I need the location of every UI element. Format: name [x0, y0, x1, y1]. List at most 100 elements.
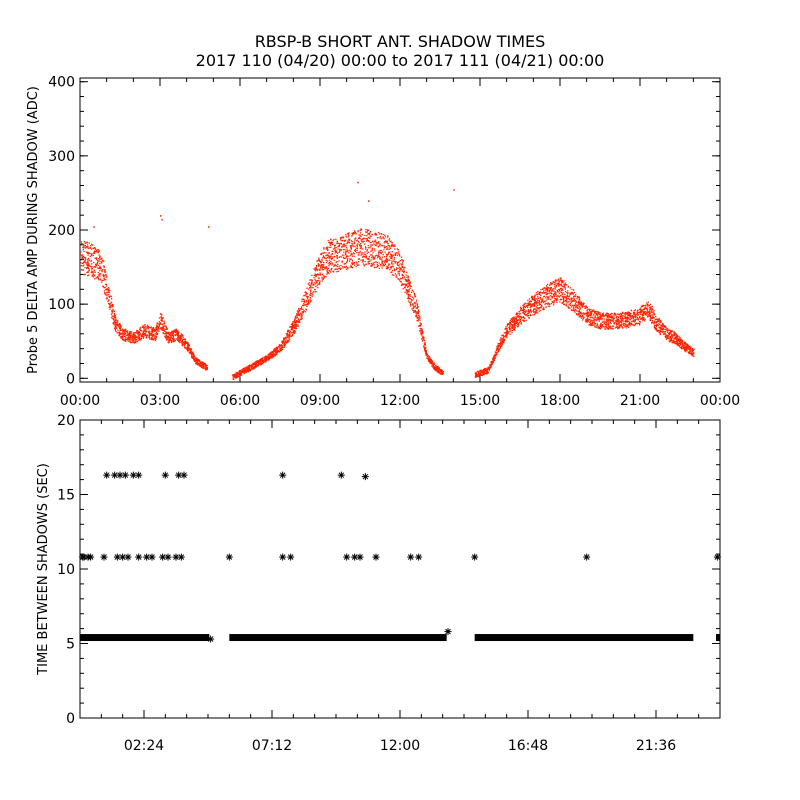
data-point — [337, 263, 339, 265]
data-point — [282, 341, 284, 343]
data-point — [585, 306, 587, 308]
data-point — [567, 306, 569, 308]
data-point — [321, 252, 323, 254]
data-point — [169, 332, 171, 335]
data-point — [429, 360, 431, 362]
data-point — [106, 297, 108, 300]
data-point — [391, 251, 393, 253]
data-point — [86, 242, 88, 244]
data-point — [597, 326, 599, 328]
data-point — [348, 234, 350, 236]
data-point — [522, 316, 524, 319]
data-point — [548, 288, 550, 290]
data-point — [553, 304, 555, 306]
data-point — [202, 361, 204, 364]
data-point — [352, 263, 354, 265]
data-point — [206, 367, 208, 370]
data-point — [417, 305, 419, 307]
data-point — [370, 244, 372, 246]
data-point — [309, 297, 312, 299]
data-point — [431, 360, 433, 362]
data-point — [82, 262, 84, 264]
data-point — [565, 291, 567, 293]
data-point — [517, 315, 519, 317]
data-point — [117, 320, 119, 322]
data-point — [370, 262, 372, 264]
data-point — [387, 248, 389, 250]
data-point — [604, 328, 606, 330]
data-point — [153, 327, 155, 329]
data-point — [384, 241, 386, 243]
data-point — [500, 340, 502, 343]
data-point — [336, 261, 338, 263]
data-point — [106, 292, 108, 294]
data-point — [329, 257, 331, 259]
data-point — [142, 325, 144, 327]
data-point — [103, 290, 105, 292]
data-point — [512, 325, 514, 328]
data-point — [132, 337, 134, 339]
data-point — [145, 326, 147, 328]
data-point — [144, 330, 146, 332]
data-point — [198, 363, 200, 366]
data-point — [314, 273, 316, 275]
data-point — [549, 303, 551, 306]
data-point — [283, 341, 285, 343]
data-point — [335, 238, 337, 240]
data-point — [509, 325, 511, 328]
data-point — [547, 296, 549, 298]
data-point — [406, 276, 408, 278]
data-point — [260, 361, 262, 363]
y-tick-label: 400 — [48, 75, 75, 91]
data-point — [529, 306, 531, 309]
data-point — [398, 261, 400, 263]
data-point — [158, 330, 160, 332]
data-point — [260, 360, 262, 363]
data-point — [81, 262, 83, 264]
data-point — [354, 249, 357, 251]
data-point — [636, 312, 638, 315]
data-point — [571, 291, 573, 294]
data-point — [557, 294, 559, 297]
data-point — [127, 338, 130, 340]
data-point — [356, 263, 358, 265]
data-point — [610, 313, 612, 315]
data-point — [328, 261, 330, 264]
data-point — [113, 319, 115, 321]
data-point — [595, 313, 598, 316]
data-point — [399, 270, 401, 272]
data-point — [496, 347, 498, 349]
data-point — [344, 263, 346, 265]
data-point — [194, 358, 196, 360]
data-point — [92, 273, 95, 275]
data-point — [197, 359, 199, 361]
data-point — [351, 234, 354, 236]
data-point — [522, 320, 525, 322]
data-point — [551, 284, 553, 286]
data-point — [409, 284, 411, 287]
data-point — [304, 311, 307, 313]
data-point — [421, 338, 423, 340]
data-point — [423, 349, 426, 351]
data-point — [167, 338, 169, 340]
data-point — [169, 339, 171, 341]
data-point — [609, 314, 611, 316]
data-point — [102, 285, 104, 287]
data-point — [435, 369, 437, 372]
data-point — [502, 337, 504, 340]
data-point — [155, 331, 158, 333]
data-point — [547, 290, 549, 292]
data-point — [168, 339, 170, 342]
data-point — [386, 253, 388, 255]
data-point — [394, 260, 396, 263]
data-point — [317, 259, 319, 262]
data-point — [323, 255, 325, 258]
data-point — [506, 328, 509, 330]
data-point — [523, 311, 525, 313]
data-point — [339, 256, 341, 258]
data-point — [86, 263, 88, 265]
data-point — [382, 233, 384, 236]
data-point — [387, 244, 389, 246]
data-point — [556, 289, 558, 292]
data-point — [538, 300, 541, 302]
